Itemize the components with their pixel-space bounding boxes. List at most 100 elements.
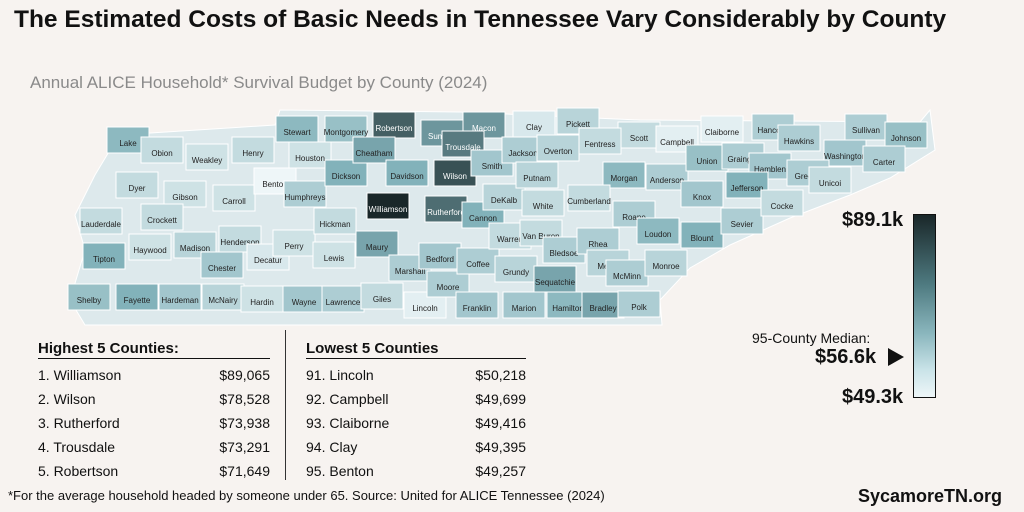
county-label: Gibson bbox=[172, 193, 197, 202]
county-shape bbox=[515, 161, 559, 189]
county-label: DeKalb bbox=[491, 196, 518, 205]
county-value: $49,416 bbox=[475, 415, 526, 431]
county-label: Bedford bbox=[426, 255, 454, 264]
county-label: Perry bbox=[284, 242, 303, 251]
county-tipton: Tipton bbox=[82, 242, 126, 270]
county-label: Knox bbox=[693, 193, 711, 202]
county-shape bbox=[360, 282, 404, 310]
county-value: $49,257 bbox=[475, 463, 526, 479]
county-hardin: Hardin bbox=[240, 285, 284, 313]
county-shape bbox=[777, 124, 821, 152]
county-label: Franklin bbox=[463, 304, 491, 313]
county-label: Campbell bbox=[660, 138, 694, 147]
legend-median-caption: 95-County Median: bbox=[752, 330, 871, 346]
county-label: Jefferson bbox=[731, 184, 764, 193]
county-shape bbox=[612, 200, 656, 228]
county-label: McMinn bbox=[613, 272, 641, 281]
county-shape bbox=[844, 113, 888, 141]
county-shape bbox=[720, 207, 764, 235]
county-label: Cheatham bbox=[356, 149, 393, 158]
county-label: Bledsoe bbox=[550, 249, 579, 258]
county-value: $71,649 bbox=[219, 463, 270, 479]
median-arrow-icon bbox=[888, 348, 904, 366]
legend-max-label: $89.1k bbox=[842, 209, 904, 231]
county-label: Dyer bbox=[129, 184, 146, 193]
county-humphreys: Humphreys bbox=[283, 180, 327, 208]
county-shape bbox=[700, 115, 744, 143]
table-row: 2. Wilson $78,528 bbox=[38, 387, 270, 411]
county-shape bbox=[212, 184, 256, 212]
county-label: Maury bbox=[366, 243, 388, 252]
county-shape bbox=[140, 203, 184, 231]
county-label: Stewart bbox=[283, 128, 311, 137]
table-row: 1. Williamson $89,065 bbox=[38, 363, 270, 387]
county-label: Hancock bbox=[757, 126, 789, 135]
county-label: Monroe bbox=[652, 262, 680, 271]
county-rank-label: 3. Rutherford bbox=[38, 415, 120, 431]
county-carroll: Carroll bbox=[212, 184, 256, 212]
county-shape bbox=[324, 159, 368, 187]
county-shape bbox=[636, 217, 680, 245]
county-crockett: Crockett bbox=[140, 203, 184, 231]
county-scott: Scott bbox=[617, 121, 661, 149]
county-label: Williamson bbox=[369, 205, 408, 214]
county-shape bbox=[288, 141, 332, 169]
county-label: Davidson bbox=[390, 172, 423, 181]
county-label: Humphreys bbox=[285, 193, 326, 202]
county-label: Weakley bbox=[192, 156, 223, 165]
county-label: Hardeman bbox=[161, 296, 198, 305]
county-gibson: Gibson bbox=[163, 180, 207, 208]
table-row: 95. Benton $49,257 bbox=[306, 459, 526, 483]
county-label: Chester bbox=[208, 264, 236, 273]
county-shape bbox=[200, 251, 244, 279]
county-stewart: Stewart bbox=[275, 115, 319, 143]
county-weakley: Weakley bbox=[185, 143, 229, 171]
county-lawrence: Lawrence bbox=[321, 285, 365, 313]
county-shape bbox=[313, 207, 357, 235]
table-row: 94. Clay $49,395 bbox=[306, 435, 526, 459]
county-label: Jackson bbox=[508, 149, 537, 158]
lowest-counties-table: Lowest 5 Counties 91. Lincoln $50,218 92.… bbox=[306, 340, 526, 483]
county-robertson: Robertson bbox=[372, 111, 416, 139]
county-label: Hamblen bbox=[754, 165, 786, 174]
county-shape bbox=[884, 121, 928, 149]
county-grundy: Grundy bbox=[494, 255, 538, 283]
county-value: $50,218 bbox=[475, 367, 526, 383]
county-label: Hardin bbox=[250, 298, 274, 307]
county-shape bbox=[352, 136, 396, 164]
county-dickson: Dickson bbox=[324, 159, 368, 187]
county-anderson: Anderson bbox=[645, 163, 689, 191]
county-label: Hickman bbox=[319, 220, 350, 229]
county-label: Claiborne bbox=[705, 128, 740, 137]
county-label: Grundy bbox=[503, 268, 529, 277]
county-label: Lauderdale bbox=[81, 220, 122, 229]
county-label: Sevier bbox=[731, 220, 754, 229]
county-label: Pickett bbox=[566, 120, 591, 129]
county-shape bbox=[240, 285, 284, 313]
county-shape bbox=[163, 180, 207, 208]
county-rank-label: 94. Clay bbox=[306, 439, 358, 455]
county-label: Trousdale bbox=[445, 143, 481, 152]
county-shape bbox=[128, 233, 172, 261]
county-henry: Henry bbox=[231, 136, 275, 164]
county-shape bbox=[680, 221, 724, 249]
county-montgomery: Montgomery bbox=[324, 115, 368, 143]
county-monroe: Monroe bbox=[644, 249, 688, 277]
county-shape bbox=[680, 180, 724, 208]
county-rank-label: 1. Williamson bbox=[38, 367, 122, 383]
county-hawkins: Hawkins bbox=[777, 124, 821, 152]
county-rank-label: 93. Claiborne bbox=[306, 415, 390, 431]
county-shape bbox=[521, 189, 565, 217]
highest-counties-table: Highest 5 Counties: 1. Williamson $89,065… bbox=[38, 340, 270, 483]
county-label: Clay bbox=[526, 123, 542, 132]
county-shape bbox=[158, 283, 202, 311]
county-label: Scott bbox=[630, 134, 649, 143]
county-label: Henry bbox=[242, 149, 263, 158]
county-putnam: Putnam bbox=[515, 161, 559, 189]
county-label: Houston bbox=[295, 154, 325, 163]
county-obion: Obion bbox=[140, 136, 184, 164]
table-row: 5. Robertson $71,649 bbox=[38, 459, 270, 483]
county-rutherford: Rutherford bbox=[424, 195, 468, 223]
county-label: Macon bbox=[472, 124, 496, 133]
county-label: Union bbox=[697, 157, 718, 166]
